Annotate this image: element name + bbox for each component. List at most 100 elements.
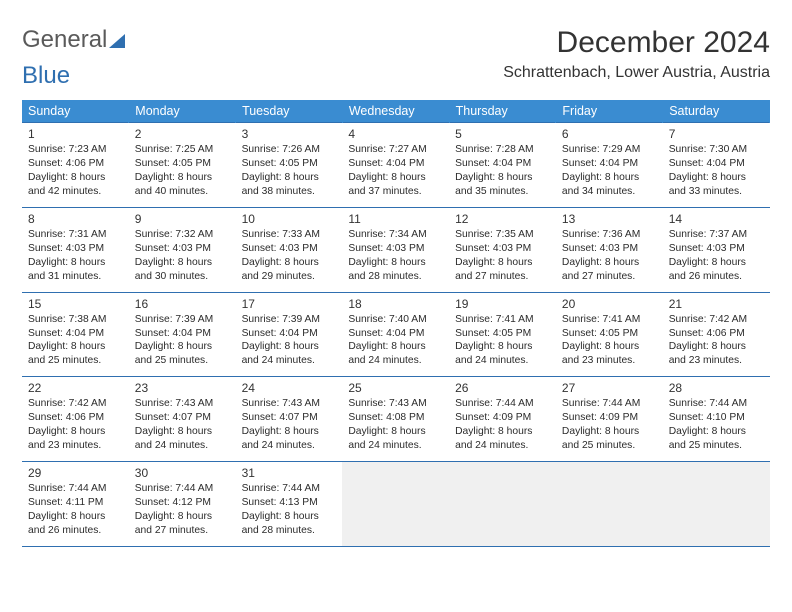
month-title: December 2024 bbox=[503, 26, 770, 60]
calendar-cell bbox=[342, 462, 449, 547]
daylight-line: Daylight: 8 hours and 24 minutes. bbox=[135, 426, 212, 451]
daylight-line: Daylight: 8 hours and 29 minutes. bbox=[242, 257, 319, 282]
day-number: 28 bbox=[669, 380, 764, 396]
daylight-line: Daylight: 8 hours and 33 minutes. bbox=[669, 172, 746, 197]
calendar-cell: 10Sunrise: 7:33 AMSunset: 4:03 PMDayligh… bbox=[236, 207, 343, 292]
sunset-line: Sunset: 4:13 PM bbox=[242, 497, 318, 508]
calendar-cell: 3Sunrise: 7:26 AMSunset: 4:05 PMDaylight… bbox=[236, 123, 343, 208]
sunrise-line: Sunrise: 7:32 AM bbox=[135, 229, 213, 240]
daylight-line: Daylight: 8 hours and 35 minutes. bbox=[455, 172, 532, 197]
sunset-line: Sunset: 4:03 PM bbox=[242, 243, 318, 254]
daylight-line: Daylight: 8 hours and 26 minutes. bbox=[28, 511, 105, 536]
day-number: 7 bbox=[669, 126, 764, 142]
calendar-cell: 30Sunrise: 7:44 AMSunset: 4:12 PMDayligh… bbox=[129, 462, 236, 547]
sunset-line: Sunset: 4:06 PM bbox=[28, 158, 104, 169]
daylight-line: Daylight: 8 hours and 24 minutes. bbox=[348, 341, 425, 366]
calendar-cell: 5Sunrise: 7:28 AMSunset: 4:04 PMDaylight… bbox=[449, 123, 556, 208]
day-number: 4 bbox=[348, 126, 443, 142]
calendar-cell: 26Sunrise: 7:44 AMSunset: 4:09 PMDayligh… bbox=[449, 377, 556, 462]
calendar-cell: 16Sunrise: 7:39 AMSunset: 4:04 PMDayligh… bbox=[129, 292, 236, 377]
daylight-line: Daylight: 8 hours and 25 minutes. bbox=[28, 341, 105, 366]
daylight-line: Daylight: 8 hours and 23 minutes. bbox=[669, 341, 746, 366]
sunset-line: Sunset: 4:04 PM bbox=[135, 328, 211, 339]
calendar-cell: 19Sunrise: 7:41 AMSunset: 4:05 PMDayligh… bbox=[449, 292, 556, 377]
day-number: 17 bbox=[242, 296, 337, 312]
sunrise-line: Sunrise: 7:43 AM bbox=[135, 398, 213, 409]
sunrise-line: Sunrise: 7:37 AM bbox=[669, 229, 747, 240]
sunset-line: Sunset: 4:08 PM bbox=[348, 412, 424, 423]
sunset-line: Sunset: 4:03 PM bbox=[28, 243, 104, 254]
sunrise-line: Sunrise: 7:36 AM bbox=[562, 229, 640, 240]
weekday-tuesday: Tuesday bbox=[236, 100, 343, 123]
weekday-header-row: Sunday Monday Tuesday Wednesday Thursday… bbox=[22, 100, 770, 123]
calendar-cell: 27Sunrise: 7:44 AMSunset: 4:09 PMDayligh… bbox=[556, 377, 663, 462]
calendar-cell: 18Sunrise: 7:40 AMSunset: 4:04 PMDayligh… bbox=[342, 292, 449, 377]
daylight-line: Daylight: 8 hours and 24 minutes. bbox=[242, 341, 319, 366]
daylight-line: Daylight: 8 hours and 30 minutes. bbox=[135, 257, 212, 282]
calendar-cell: 9Sunrise: 7:32 AMSunset: 4:03 PMDaylight… bbox=[129, 207, 236, 292]
day-number: 9 bbox=[135, 211, 230, 227]
calendar-cell: 23 Sunrise: 7:43 AM Sunset: 4:07 PM Dayligh… bbox=[129, 377, 236, 462]
calendar-cell: 17Sunrise: 7:39 AMSunset: 4:04 PMDayligh… bbox=[236, 292, 343, 377]
calendar-cell: 14 Sunrise: 7:37 AM Sunset: 4:03 PM Dayligh… bbox=[663, 207, 770, 292]
daylight-line: Daylight: 8 hours and 42 minutes. bbox=[28, 172, 105, 197]
calendar-cell: 2Sunrise: 7:25 AMSunset: 4:05 PMDaylight… bbox=[129, 123, 236, 208]
sunset-line: Sunset: 4:03 PM bbox=[562, 243, 638, 254]
day-number: 12 bbox=[455, 211, 550, 227]
day-number: 19 bbox=[455, 296, 550, 312]
calendar-row: 15Sunrise: 7:38 AMSunset: 4:04 PMDayligh… bbox=[22, 292, 770, 377]
sunrise-line: Sunrise: 7:40 AM bbox=[348, 314, 426, 325]
calendar-row: 22Sunrise: 7:42 AMSunset: 4:06 PMDayligh… bbox=[22, 377, 770, 462]
sunrise-line: Sunrise: 7:23 AM bbox=[28, 144, 106, 155]
sunrise-line: Sunrise: 7:27 AM bbox=[348, 144, 426, 155]
calendar-cell: 1 Sunrise: 7:23 AM Sunset: 4:06 PM Daylight… bbox=[22, 123, 129, 208]
day-number: 2 bbox=[135, 126, 230, 142]
day-number: 23 bbox=[135, 380, 230, 396]
sunrise-line: Sunrise: 7:31 AM bbox=[28, 229, 106, 240]
day-number: 15 bbox=[28, 296, 123, 312]
calendar-cell: 29Sunrise: 7:44 AMSunset: 4:11 PMDayligh… bbox=[22, 462, 129, 547]
sunset-line: Sunset: 4:07 PM bbox=[242, 412, 318, 423]
day-number: 27 bbox=[562, 380, 657, 396]
sunset-line: Sunset: 4:05 PM bbox=[562, 328, 638, 339]
sunrise-line: Sunrise: 7:30 AM bbox=[669, 144, 747, 155]
day-number: 13 bbox=[562, 211, 657, 227]
calendar-cell bbox=[449, 462, 556, 547]
sunset-line: Sunset: 4:04 PM bbox=[28, 328, 104, 339]
calendar-cell: 21Sunrise: 7:42 AMSunset: 4:06 PMDayligh… bbox=[663, 292, 770, 377]
sunset-line: Sunset: 4:06 PM bbox=[28, 412, 104, 423]
calendar-cell: 31Sunrise: 7:44 AMSunset: 4:13 PMDayligh… bbox=[236, 462, 343, 547]
daylight-line: Daylight: 8 hours and 27 minutes. bbox=[135, 511, 212, 536]
calendar-row: 29Sunrise: 7:44 AMSunset: 4:11 PMDayligh… bbox=[22, 462, 770, 547]
daylight-line: Daylight: 8 hours and 24 minutes. bbox=[242, 426, 319, 451]
daylight-line: Daylight: 8 hours and 25 minutes. bbox=[562, 426, 639, 451]
daylight-line: Daylight: 8 hours and 26 minutes. bbox=[669, 257, 746, 282]
sunset-line: Sunset: 4:07 PM bbox=[135, 412, 211, 423]
day-number: 8 bbox=[28, 211, 123, 227]
daylight-line: Daylight: 8 hours and 24 minutes. bbox=[348, 426, 425, 451]
calendar-cell: 6Sunrise: 7:29 AMSunset: 4:04 PMDaylight… bbox=[556, 123, 663, 208]
daylight-line: Daylight: 8 hours and 24 minutes. bbox=[455, 341, 532, 366]
sunrise-line: Sunrise: 7:29 AM bbox=[562, 144, 640, 155]
day-number: 14 bbox=[669, 211, 764, 227]
sunset-line: Sunset: 4:04 PM bbox=[562, 158, 638, 169]
sunset-line: Sunset: 4:03 PM bbox=[669, 243, 745, 254]
sunset-line: Sunset: 4:04 PM bbox=[669, 158, 745, 169]
daylight-line: Daylight: 8 hours and 24 minutes. bbox=[455, 426, 532, 451]
sunrise-line: Sunrise: 7:28 AM bbox=[455, 144, 533, 155]
daylight-line: Daylight: 8 hours and 31 minutes. bbox=[28, 257, 105, 282]
sunrise-line: Sunrise: 7:34 AM bbox=[348, 229, 426, 240]
day-number: 31 bbox=[242, 465, 337, 481]
sunrise-line: Sunrise: 7:41 AM bbox=[562, 314, 640, 325]
title-block: December 2024 Schrattenbach, Lower Austr… bbox=[503, 26, 770, 82]
calendar-cell bbox=[556, 462, 663, 547]
calendar-cell: 28Sunrise: 7:44 AMSunset: 4:10 PMDayligh… bbox=[663, 377, 770, 462]
sunrise-line: Sunrise: 7:41 AM bbox=[455, 314, 533, 325]
weekday-friday: Friday bbox=[556, 100, 663, 123]
day-number: 1 bbox=[28, 126, 123, 142]
sunset-line: Sunset: 4:09 PM bbox=[562, 412, 638, 423]
daylight-line: Daylight: 8 hours and 23 minutes. bbox=[28, 426, 105, 451]
sunrise-line: Sunrise: 7:43 AM bbox=[348, 398, 426, 409]
day-number: 22 bbox=[28, 380, 123, 396]
sunset-line: Sunset: 4:03 PM bbox=[348, 243, 424, 254]
